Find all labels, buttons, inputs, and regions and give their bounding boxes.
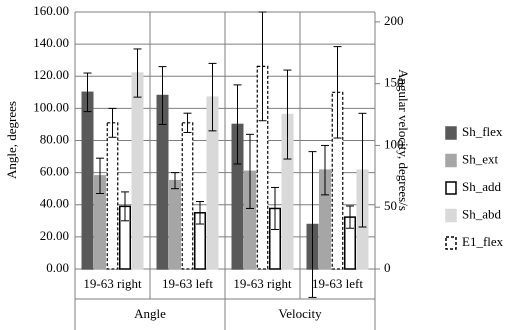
y-tick-label: 0.00 [46, 260, 69, 275]
legend-swatch [445, 208, 457, 223]
y-tick-label: 140.00 [33, 35, 69, 50]
y2-tick-label: 0 [384, 260, 391, 275]
legend-label: Sh_abd [462, 206, 502, 221]
y2-axis-title: Angular velocity, degrees/s [396, 69, 411, 211]
group-label: Angle [134, 306, 166, 321]
legend-label: Sh_ext [462, 151, 499, 166]
y-tick-label: 120.00 [33, 67, 69, 82]
y2-tick-label: 150 [384, 75, 404, 90]
y-tick-label: 100.00 [33, 99, 69, 114]
legend-swatch [445, 181, 457, 195]
group-label: Velocity [278, 306, 322, 321]
legend-label: Sh_add [462, 179, 502, 194]
y2-tick-label: 50 [384, 198, 397, 213]
x-tick-label: 19-63 left [162, 276, 213, 291]
bar [106, 122, 119, 270]
y-tick-label: 20.00 [40, 228, 69, 243]
bar [169, 179, 181, 270]
legend-swatch [445, 153, 457, 168]
y-tick-label: 160.00 [33, 3, 69, 18]
legend-swatch [445, 126, 457, 140]
y-axis-title: Angle, degrees [4, 101, 19, 179]
legend-label: Sh_flex [462, 124, 503, 139]
x-tick-label: 19-63 right [233, 276, 292, 291]
y-tick-label: 40.00 [40, 196, 69, 211]
y2-tick-label: 200 [384, 13, 404, 28]
y-tick-label: 60.00 [40, 164, 69, 179]
x-tick-label: 19-63 right [83, 276, 142, 291]
y-tick-label: 80.00 [40, 131, 69, 146]
legend-swatch [445, 236, 457, 250]
bar [131, 72, 144, 270]
bar [81, 91, 94, 270]
y2-tick-label: 100 [384, 136, 404, 151]
legend-label: E1_flex [462, 234, 504, 249]
x-tick-label: 19-63 left [312, 276, 363, 291]
bar [181, 122, 194, 270]
